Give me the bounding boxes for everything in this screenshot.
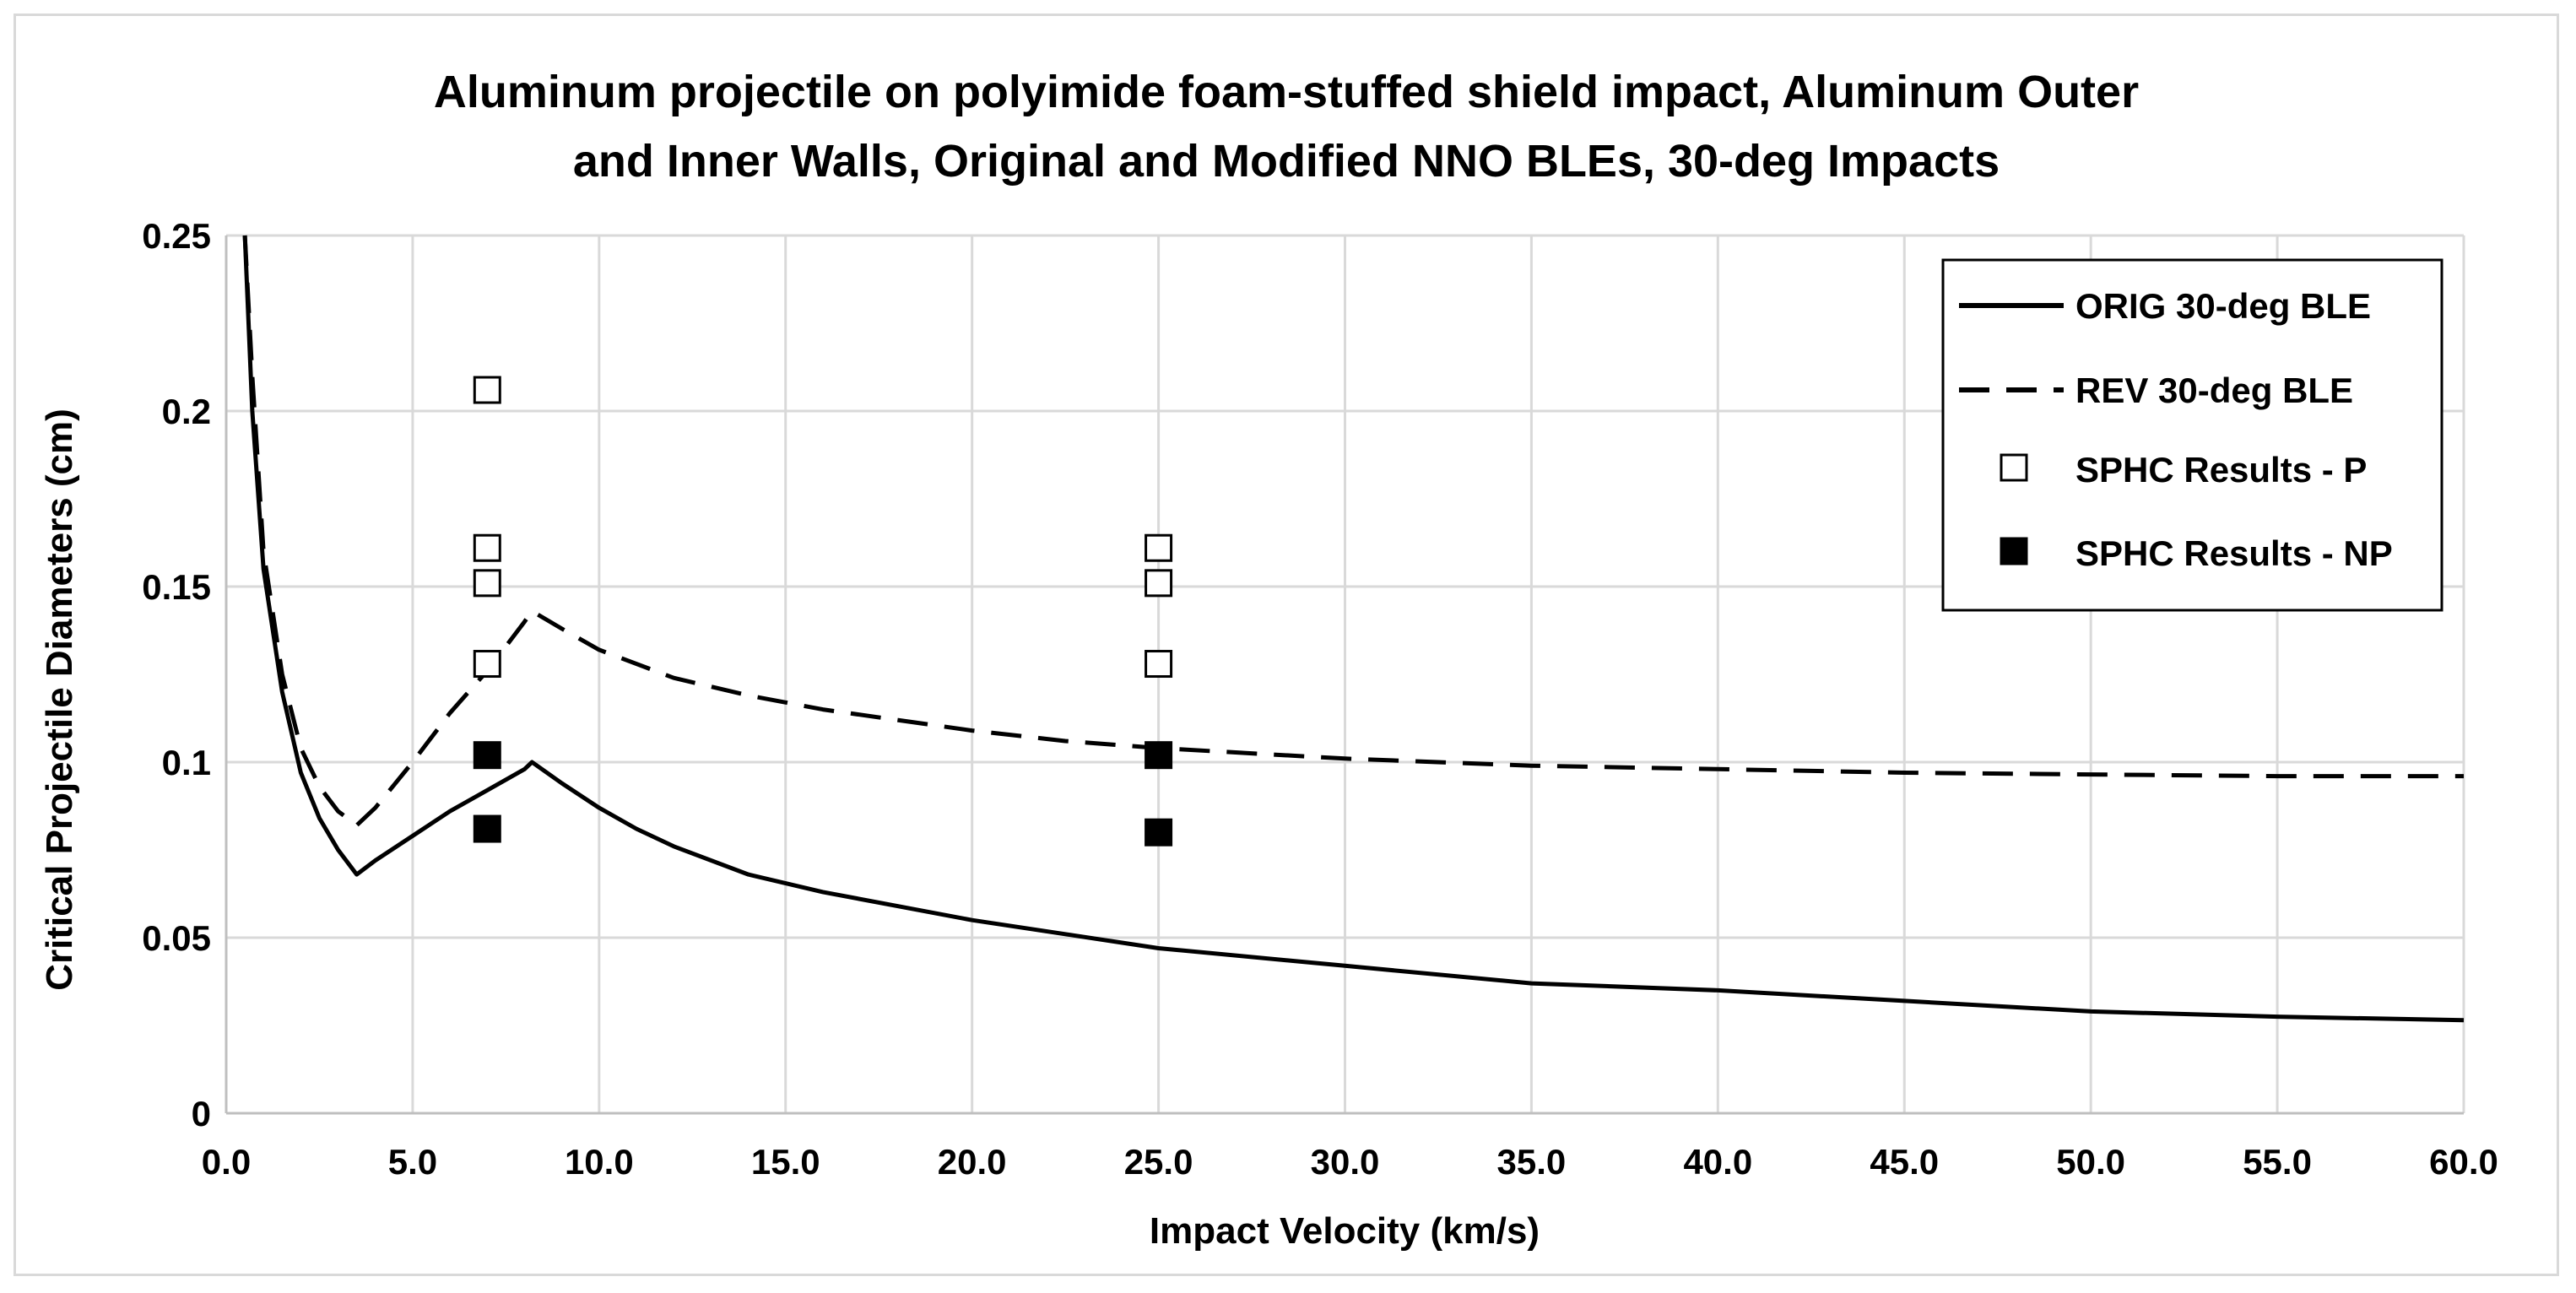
rev-ble-line — [242, 235, 2464, 828]
chart-title-line-2: and Inner Walls, Original and Modified N… — [573, 136, 2000, 187]
y-tick-label: 0.2 — [162, 392, 211, 431]
x-tick-label: 30.0 — [1311, 1142, 1380, 1182]
legend-label-np: SPHC Results - NP — [2075, 533, 2393, 573]
x-axis-label: Impact Velocity (km/s) — [1150, 1210, 1540, 1252]
x-tick-label: 45.0 — [1870, 1142, 1939, 1182]
p-result-point — [473, 650, 501, 679]
p-result-point — [473, 569, 501, 598]
legend: ORIG 30-deg BLE REV 30-deg BLE SPHC Resu… — [1941, 258, 2443, 612]
chart-title-line-1: Aluminum projectile on polyimide foam-st… — [434, 67, 2139, 117]
x-tick-label: 35.0 — [1497, 1142, 1567, 1182]
p-result-point — [1145, 650, 1173, 679]
orig-ble-line — [242, 235, 2465, 1023]
chart-svg: Aluminum projectile on polyimide foam-st… — [39, 67, 2498, 1252]
x-tick-label: 40.0 — [1683, 1142, 1752, 1182]
y-tick-label: 0.05 — [142, 918, 211, 958]
x-tick-label: 10.0 — [565, 1142, 634, 1182]
p-result-point — [473, 376, 501, 404]
x-tick-label: 55.0 — [2243, 1142, 2312, 1182]
legend-label-rev: REV 30-deg BLE — [2075, 371, 2353, 410]
x-tick-label: 50.0 — [2056, 1142, 2125, 1182]
y-tick-label: 0.1 — [162, 743, 211, 782]
x-tick-label: 25.0 — [1124, 1142, 1193, 1182]
legend-key-np-marker — [2000, 537, 2028, 565]
y-tick-label: 0.15 — [142, 567, 211, 607]
p-result-point — [1145, 569, 1173, 598]
np-result-point — [1145, 818, 1173, 847]
p-result-point — [473, 533, 501, 562]
y-tick-label: 0 — [192, 1094, 211, 1133]
x-tick-label: 0.0 — [202, 1142, 251, 1182]
legend-label-orig: ORIG 30-deg BLE — [2075, 286, 2371, 326]
np-result-point — [473, 814, 501, 843]
y-tick-label: 0.25 — [142, 216, 211, 256]
p-result-point — [1145, 533, 1173, 562]
series-layer — [242, 235, 2465, 1023]
y-tick-labels: 0 0.05 0.1 0.15 0.2 0.25 — [142, 216, 211, 1133]
chart-frame: Aluminum projectile on polyimide foam-st… — [14, 14, 2559, 1276]
np-result-point — [1145, 741, 1173, 770]
x-tick-label: 15.0 — [751, 1142, 820, 1182]
axes — [225, 235, 2464, 1115]
legend-key-p-marker — [2000, 453, 2028, 482]
legend-label-p: SPHC Results - P — [2075, 450, 2367, 490]
np-result-point — [473, 741, 501, 770]
x-tick-label: 5.0 — [388, 1142, 437, 1182]
x-tick-label: 60.0 — [2429, 1142, 2498, 1182]
x-tick-labels: 0.0 5.0 10.0 15.0 20.0 25.0 30.0 35.0 40.0 45.0 50… — [202, 1142, 2498, 1182]
y-axis-label: Critical Projectile Diameters (cm) — [39, 408, 80, 991]
x-tick-label: 20.0 — [938, 1142, 1007, 1182]
